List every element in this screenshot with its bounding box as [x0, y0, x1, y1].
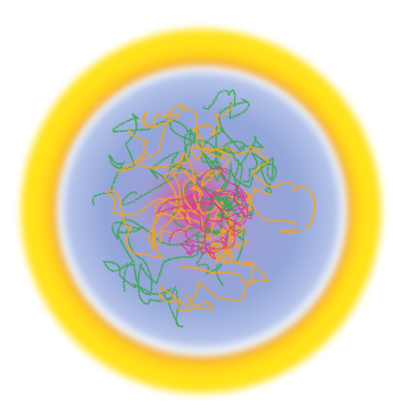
pink-scribble [191, 165, 252, 219]
orange-scribble [216, 144, 316, 234]
green-scribble [209, 152, 277, 210]
green-scribble [91, 112, 193, 206]
orange-scribble [182, 102, 234, 214]
green-scribble [137, 231, 224, 305]
orange-scribble [105, 160, 204, 259]
orange-scribble [147, 169, 204, 251]
orange-scribble [135, 103, 263, 164]
scribbles [91, 89, 316, 328]
green-scribble [120, 129, 246, 207]
orange-scribble [117, 127, 245, 253]
green-scribble [102, 229, 184, 328]
orange-scribble [158, 239, 270, 312]
pink-scribble [168, 208, 219, 260]
